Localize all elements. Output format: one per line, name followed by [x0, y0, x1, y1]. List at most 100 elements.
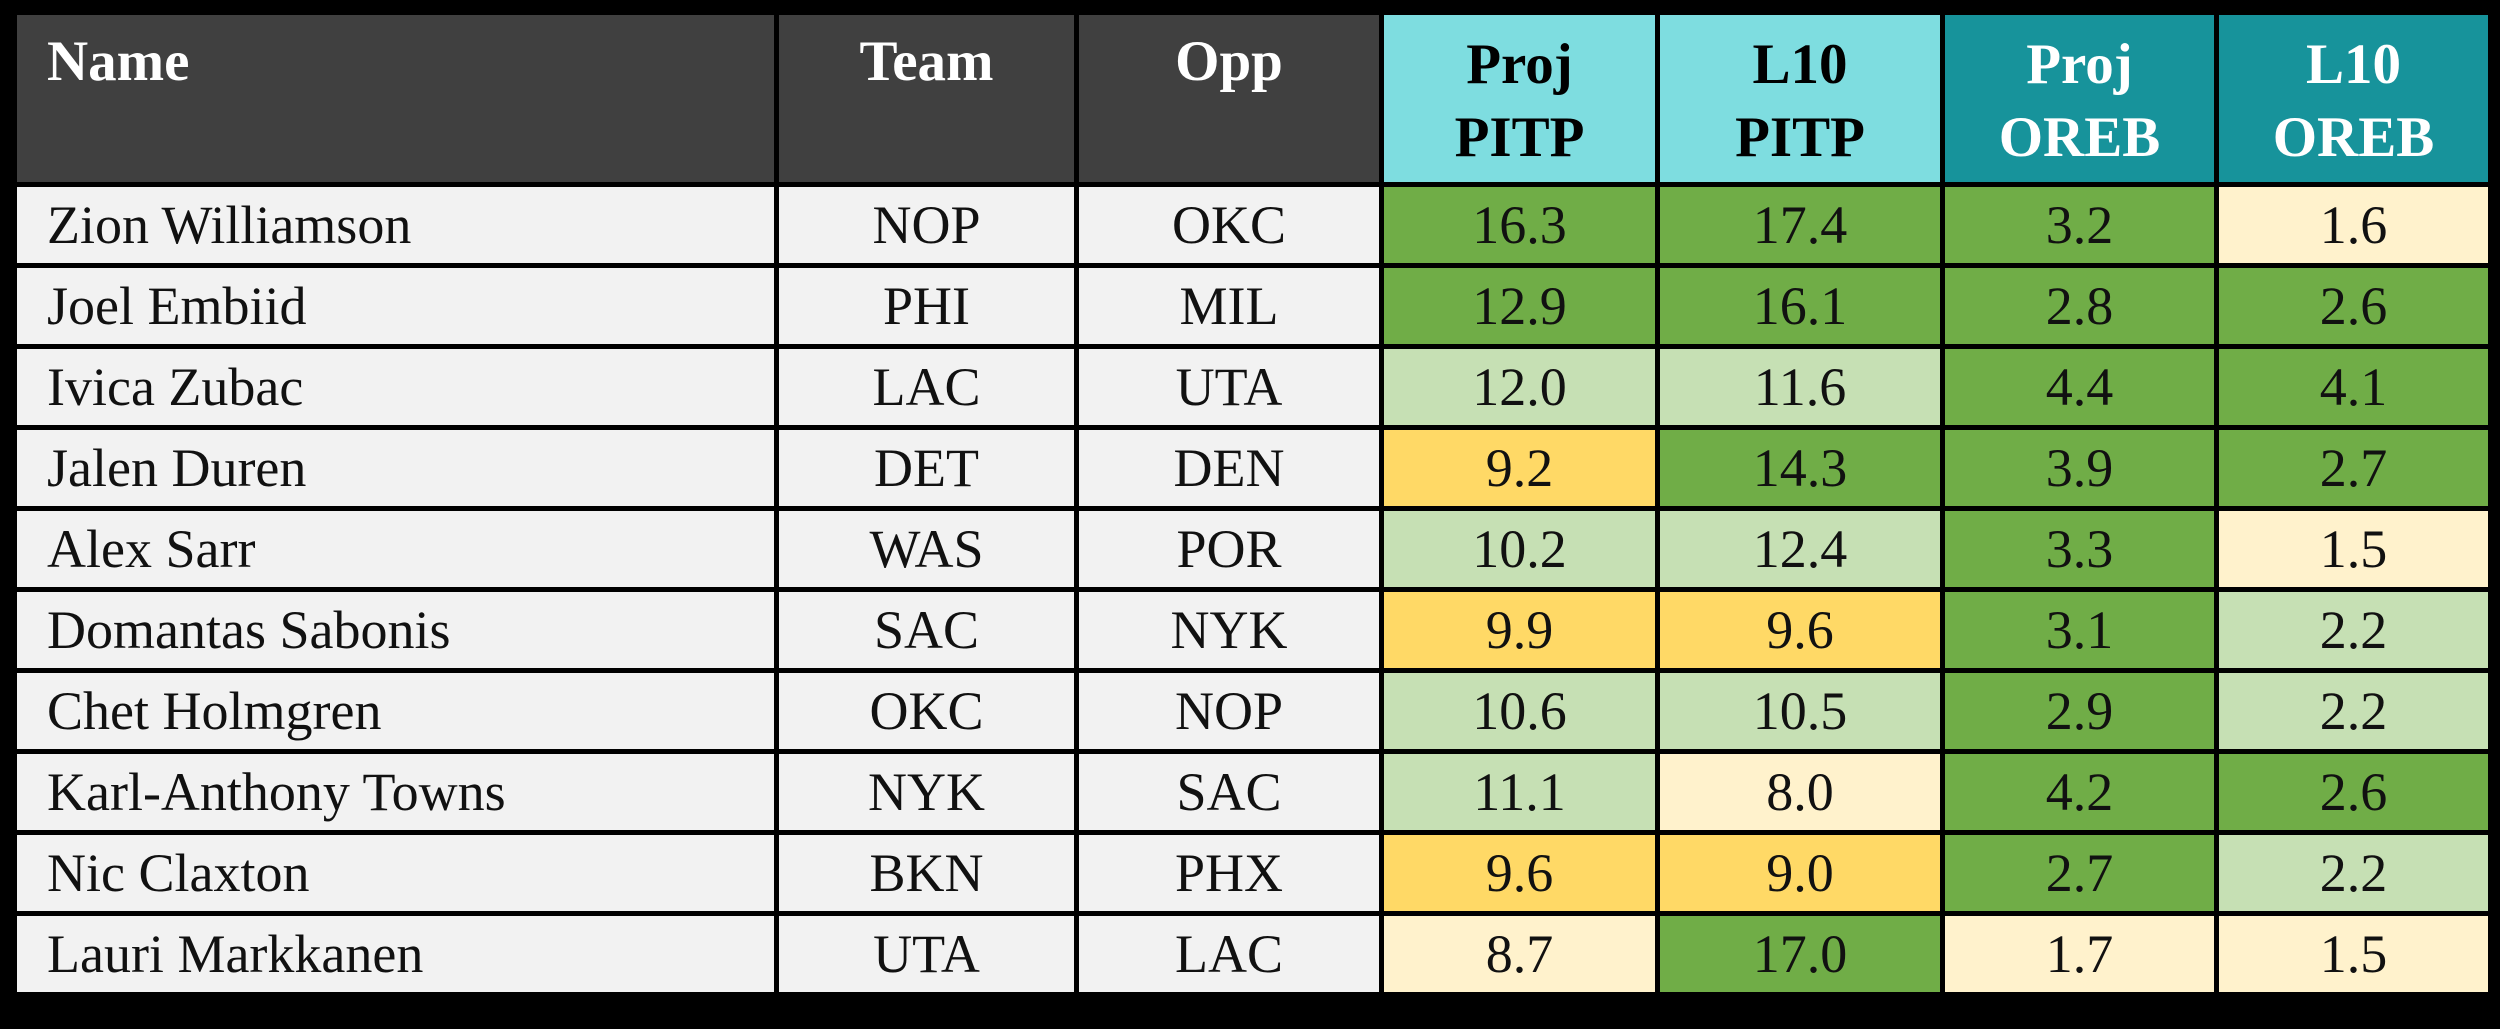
header-l10-oreb-line1: L10	[2305, 33, 2402, 96]
stat-value-cell: 8.7	[1379, 911, 1660, 997]
stat-value-cell: 14.3	[1655, 425, 1945, 511]
stat-value-cell: 8.0	[1655, 749, 1945, 835]
player-name-cell: Ivica Zubac	[12, 344, 779, 430]
header-row: Name Team Opp Proj PITP L10 PITP Proj OR…	[12, 10, 2493, 187]
stat-value-cell: 17.0	[1655, 911, 1945, 997]
stat-value-cell: 2.6	[2214, 263, 2493, 349]
table-row: Lauri Markkanen UTA LAC 8.7 17.0 1.7 1.5	[12, 911, 2493, 997]
team-cell: NYK	[774, 749, 1079, 835]
header-l10-pitp-line1: L10	[1752, 33, 1848, 96]
table-row: Chet Holmgren OKC NOP 10.6 10.5 2.9 2.2	[12, 668, 2493, 754]
team-cell: BKN	[774, 830, 1079, 916]
opp-cell: PHX	[1074, 830, 1384, 916]
stat-value-cell: 11.1	[1379, 749, 1660, 835]
stat-value-cell: 2.8	[1940, 263, 2219, 349]
stat-value-cell: 2.7	[1940, 830, 2219, 916]
stat-value-cell: 12.9	[1379, 263, 1660, 349]
header-opp: Opp	[1074, 10, 1384, 187]
stat-value-cell: 3.9	[1940, 425, 2219, 511]
header-name: Name	[12, 10, 779, 187]
stat-value-cell: 12.4	[1655, 506, 1945, 592]
player-name-cell: Joel Embiid	[12, 263, 779, 349]
opp-cell: MIL	[1074, 263, 1384, 349]
header-proj-oreb-line1: Proj	[2026, 33, 2133, 96]
opp-cell: OKC	[1074, 182, 1384, 268]
header-proj-oreb: Proj OREB	[1940, 10, 2219, 187]
stat-value-cell: 2.2	[2214, 668, 2493, 754]
stat-value-cell: 3.1	[1940, 587, 2219, 673]
stat-value-cell: 1.5	[2214, 911, 2493, 997]
stat-value-cell: 3.3	[1940, 506, 2219, 592]
player-name-cell: Domantas Sabonis	[12, 587, 779, 673]
header-proj-pitp-line2: PITP	[1454, 105, 1585, 169]
table-row: Karl-Anthony Towns NYK SAC 11.1 8.0 4.2 2.6	[12, 749, 2493, 835]
table-row: Nic Claxton BKN PHX 9.6 9.0 2.7 2.2	[12, 830, 2493, 916]
header-proj-pitp: Proj PITP	[1379, 10, 1660, 187]
player-name-cell: Chet Holmgren	[12, 668, 779, 754]
table-row: Ivica Zubac LAC UTA 12.0 11.6 4.4 4.1	[12, 344, 2493, 430]
stat-value-cell: 11.6	[1655, 344, 1945, 430]
stat-value-cell: 16.1	[1655, 263, 1945, 349]
team-cell: WAS	[774, 506, 1079, 592]
header-proj-oreb-line2: OREB	[1998, 105, 2161, 169]
player-name-cell: Lauri Markkanen	[12, 911, 779, 997]
stat-value-cell: 12.0	[1379, 344, 1660, 430]
stat-value-cell: 1.6	[2214, 182, 2493, 268]
stat-value-cell: 17.4	[1655, 182, 1945, 268]
stat-value-cell: 2.2	[2214, 830, 2493, 916]
opp-cell: DEN	[1074, 425, 1384, 511]
opp-cell: SAC	[1074, 749, 1384, 835]
stat-value-cell: 3.2	[1940, 182, 2219, 268]
team-cell: OKC	[774, 668, 1079, 754]
header-l10-pitp: L10 PITP	[1655, 10, 1945, 187]
stat-value-cell: 2.2	[2214, 587, 2493, 673]
header-l10-pitp-line2: PITP	[1735, 105, 1865, 169]
stat-value-cell: 4.4	[1940, 344, 2219, 430]
stat-value-cell: 10.5	[1655, 668, 1945, 754]
header-team: Team	[774, 10, 1079, 187]
player-name-cell: Jalen Duren	[12, 425, 779, 511]
header-l10-oreb-line2: OREB	[2272, 105, 2435, 169]
table-row: Joel Embiid PHI MIL 12.9 16.1 2.8 2.6	[12, 263, 2493, 349]
team-cell: DET	[774, 425, 1079, 511]
table-row: Domantas Sabonis SAC NYK 9.9 9.6 3.1 2.2	[12, 587, 2493, 673]
team-cell: UTA	[774, 911, 1079, 997]
player-name-cell: Alex Sarr	[12, 506, 779, 592]
stat-value-cell: 9.2	[1379, 425, 1660, 511]
table-row: Zion Williamson NOP OKC 16.3 17.4 3.2 1.6	[12, 182, 2493, 268]
opp-cell: NYK	[1074, 587, 1384, 673]
table-header: Name Team Opp Proj PITP L10 PITP Proj OR…	[12, 10, 2493, 187]
stat-value-cell: 10.2	[1379, 506, 1660, 592]
header-proj-pitp-line1: Proj	[1466, 33, 1573, 96]
stat-value-cell: 2.6	[2214, 749, 2493, 835]
player-name-cell: Nic Claxton	[12, 830, 779, 916]
player-name-cell: Karl-Anthony Towns	[12, 749, 779, 835]
stat-value-cell: 9.0	[1655, 830, 1945, 916]
stat-value-cell: 9.6	[1655, 587, 1945, 673]
stat-value-cell: 16.3	[1379, 182, 1660, 268]
stat-value-cell: 4.2	[1940, 749, 2219, 835]
team-cell: SAC	[774, 587, 1079, 673]
team-cell: LAC	[774, 344, 1079, 430]
opp-cell: NOP	[1074, 668, 1384, 754]
stat-value-cell: 4.1	[2214, 344, 2493, 430]
header-l10-oreb: L10 OREB	[2214, 10, 2493, 187]
team-cell: NOP	[774, 182, 1079, 268]
table-row: Alex Sarr WAS POR 10.2 12.4 3.3 1.5	[12, 506, 2493, 592]
table-row: Jalen Duren DET DEN 9.2 14.3 3.9 2.7	[12, 425, 2493, 511]
stat-value-cell: 9.9	[1379, 587, 1660, 673]
player-stats-table: Name Team Opp Proj PITP L10 PITP Proj OR…	[12, 10, 2493, 997]
stat-value-cell: 1.7	[1940, 911, 2219, 997]
stat-value-cell: 10.6	[1379, 668, 1660, 754]
stat-value-cell: 2.7	[2214, 425, 2493, 511]
opp-cell: LAC	[1074, 911, 1384, 997]
team-cell: PHI	[774, 263, 1079, 349]
stat-value-cell: 2.9	[1940, 668, 2219, 754]
opp-cell: POR	[1074, 506, 1384, 592]
table-body: Zion Williamson NOP OKC 16.3 17.4 3.2 1.6 Joel …	[12, 182, 2493, 997]
opp-cell: UTA	[1074, 344, 1384, 430]
stat-value-cell: 1.5	[2214, 506, 2493, 592]
stat-value-cell: 9.6	[1379, 830, 1660, 916]
player-name-cell: Zion Williamson	[12, 182, 779, 268]
